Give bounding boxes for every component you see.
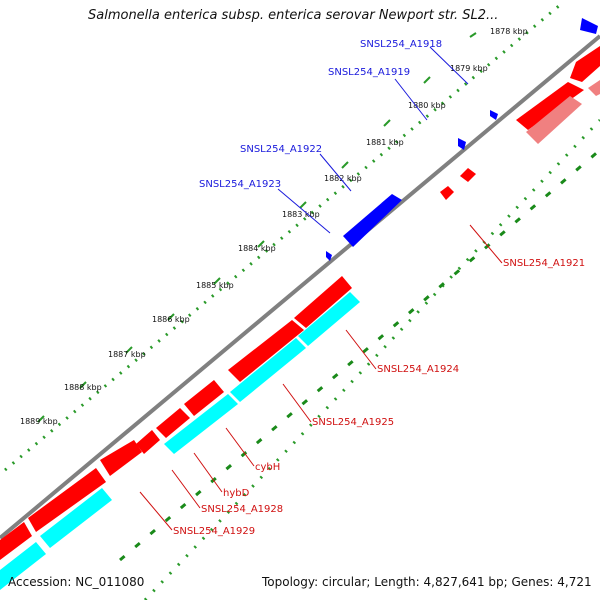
outer-dotted-ring <box>4 3 561 472</box>
tick-label: 1883 kbp <box>282 210 320 219</box>
gene-reverse[interactable] <box>100 440 142 476</box>
tick-label: 1886 kbp <box>152 315 190 324</box>
gene-reverse[interactable] <box>136 430 160 454</box>
tick-label: 1880 kbp <box>408 101 446 110</box>
gene-reverse[interactable] <box>156 408 190 438</box>
gene-label-forward[interactable]: SNSL254_A1922 <box>240 144 322 155</box>
gene-label-reverse[interactable]: SNSL254_A1928 <box>201 504 283 515</box>
gene-reverse[interactable] <box>526 96 582 144</box>
tick-label: 1885 kbp <box>196 281 234 290</box>
topology-text: Topology: circular; Length: 4,827,641 bp… <box>262 575 592 589</box>
forward-leaders <box>277 46 469 234</box>
tick-label: 1884 kbp <box>238 244 276 253</box>
cds[interactable] <box>230 338 306 402</box>
cds[interactable] <box>0 542 46 590</box>
gene-reverse[interactable] <box>228 320 304 382</box>
tick-marks <box>37 32 477 423</box>
gene-label-reverse[interactable]: SNSL254_A1921 <box>503 258 585 269</box>
gene-forward[interactable] <box>458 138 466 150</box>
gene-label-reverse[interactable]: cybH <box>255 462 280 473</box>
backbone-line <box>0 34 600 540</box>
gene-label-reverse[interactable]: SNSL254_A1929 <box>173 526 255 537</box>
tick-label: 1882 kbp <box>324 174 362 183</box>
cds[interactable] <box>164 394 238 454</box>
inner-tick-ring <box>119 148 600 562</box>
gene-label-forward[interactable]: SNSL254_A1923 <box>199 179 281 190</box>
reverse-genes[interactable] <box>0 46 600 560</box>
tick-label: 1888 kbp <box>64 383 102 392</box>
reverse-leaders <box>139 224 503 531</box>
cds-features[interactable] <box>0 292 360 590</box>
gene-forward[interactable] <box>326 251 332 261</box>
gene-reverse[interactable] <box>516 82 584 130</box>
gene-label-forward[interactable]: SNSL254_A1918 <box>360 39 442 50</box>
gene-label-reverse[interactable]: SNSL254_A1925 <box>312 417 394 428</box>
gene-reverse[interactable] <box>0 522 32 560</box>
accession-text: Accession: NC_011080 <box>8 575 145 589</box>
tick-label: 1887 kbp <box>108 350 146 359</box>
tick-label: 1889 kbp <box>20 417 58 426</box>
gene-label-forward[interactable]: SNSL254_A1919 <box>328 67 410 78</box>
gene-forward[interactable] <box>490 110 498 120</box>
gene-reverse[interactable] <box>184 380 224 416</box>
gene-label-reverse[interactable]: hybD <box>223 488 250 499</box>
gene-forward[interactable] <box>343 194 402 247</box>
cds[interactable] <box>40 488 112 548</box>
gene-reverse[interactable] <box>588 80 600 96</box>
gene-forward[interactable] <box>580 18 598 34</box>
tick-label: 1879 kbp <box>450 64 488 73</box>
gene-reverse[interactable] <box>28 468 106 532</box>
gene-label-reverse[interactable]: SNSL254_A1924 <box>377 364 459 375</box>
gene-reverse[interactable] <box>440 186 454 200</box>
tick-label: 1878 kbp <box>490 27 528 36</box>
tick-label: 1881 kbp <box>366 138 404 147</box>
gene-reverse[interactable] <box>570 46 600 82</box>
gene-reverse[interactable] <box>460 168 476 182</box>
forward-genes[interactable] <box>326 18 598 261</box>
map-title: Salmonella enterica subsp. enterica sero… <box>88 8 499 23</box>
gene-reverse[interactable] <box>294 276 352 328</box>
cds[interactable] <box>298 292 360 346</box>
